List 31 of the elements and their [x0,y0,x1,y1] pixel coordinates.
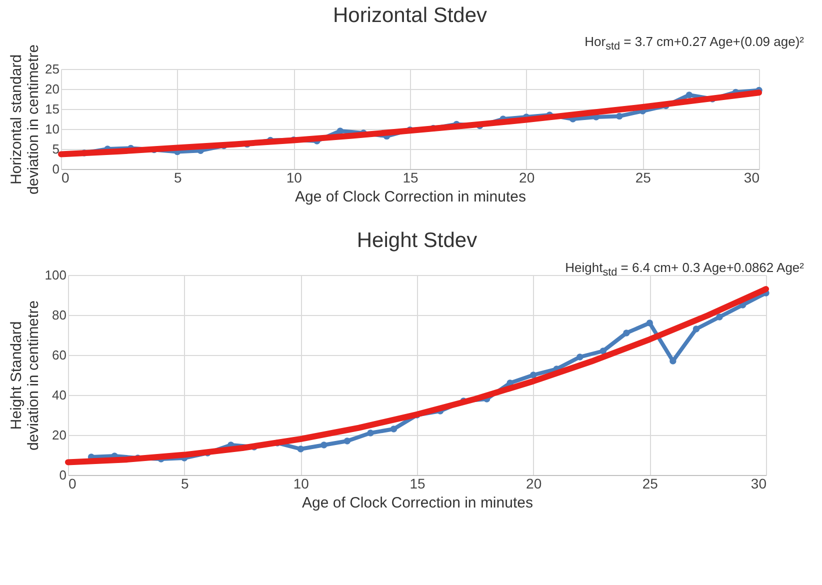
text: Hor$_{std}$ = 3.7 cm+0.27 Age+(0.09 age)² [584,34,804,53]
x-tick-label: 15 [410,476,426,492]
x-tick-label: 5 [174,170,182,186]
x-tick-label: 30 [744,170,760,186]
x-axis-title: Age of Clock Correction in minutes [295,188,526,206]
x-tick-label: 10 [293,476,310,492]
chart-title: Horizontal Stdev [332,4,488,27]
y-axis-title: Height Standard deviation in centimetre [8,300,42,451]
y-tick-label: 25 [45,62,60,76]
y-tick-label: 10 [45,122,60,136]
x-tick-label: 25 [642,476,658,492]
y-tick-label: 40 [52,388,66,402]
chart-title: Height Stdev [356,229,478,252]
x-tick-label: 15 [402,170,418,186]
annotation: Height$_{std}$ = 6.4 cm+ 0.3 Age+0.0862 Age² [565,260,804,279]
y-axis-title: Horizontal standard deviation in centimetre [8,44,42,195]
y-tick-label: 60 [52,348,66,362]
x-tick-label: 30 [750,476,767,492]
x-tick-label: 25 [635,170,652,186]
x-tick-label: 10 [286,170,302,186]
y-tick-label: 100 [44,268,66,282]
x-axis-title: Age of Clock Correction in minutes [302,494,533,512]
y-tick-label: 80 [52,308,66,322]
y-tick-label: 5 [52,142,60,156]
y-tick-label: 15 [45,102,60,116]
x-tick-label: 0 [68,476,76,492]
x-tick-label: 20 [519,170,535,186]
x-tick-label: 5 [180,476,189,492]
y-tick-label: 20 [52,428,66,442]
x-tick-label: 20 [526,476,542,492]
y-tick-label: 20 [45,82,60,96]
